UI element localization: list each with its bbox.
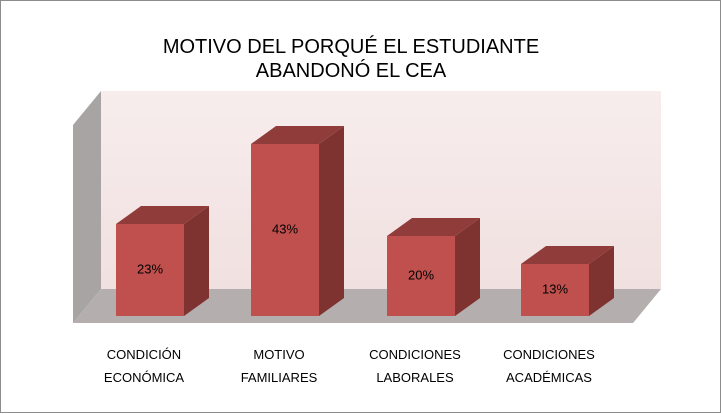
side-wall: [73, 91, 101, 323]
bar-top: [521, 246, 614, 264]
value-label: 23%: [137, 261, 163, 276]
bar-side: [455, 218, 480, 316]
bar-top: [251, 126, 344, 144]
floor: [73, 289, 661, 323]
bar-side: [589, 246, 614, 316]
bar: [521, 264, 589, 316]
value-label: 20%: [408, 267, 434, 282]
bar: [251, 144, 319, 316]
chart-title: MOTIVO DEL PORQUÉ EL ESTUDIANTE ABANDONÓ…: [162, 36, 540, 82]
bar: [116, 224, 184, 316]
value-label: 13%: [542, 281, 568, 296]
x-tick-label: CONDICIONES ACADÉMICAS: [503, 347, 595, 385]
back-wall: [101, 91, 661, 289]
bar-side: [184, 206, 209, 316]
x-tick-label: CONDICIONES LABORALES: [369, 347, 461, 385]
value-label: 43%: [272, 221, 298, 236]
bar-top: [116, 206, 209, 224]
bar-top: [387, 218, 480, 236]
x-tick-label: MOTIVO FAMILIARES: [240, 347, 318, 385]
bar-side: [319, 126, 344, 316]
bar: [387, 236, 455, 316]
x-tick-label: CONDICIÓN ECONÓMICA: [103, 347, 185, 385]
